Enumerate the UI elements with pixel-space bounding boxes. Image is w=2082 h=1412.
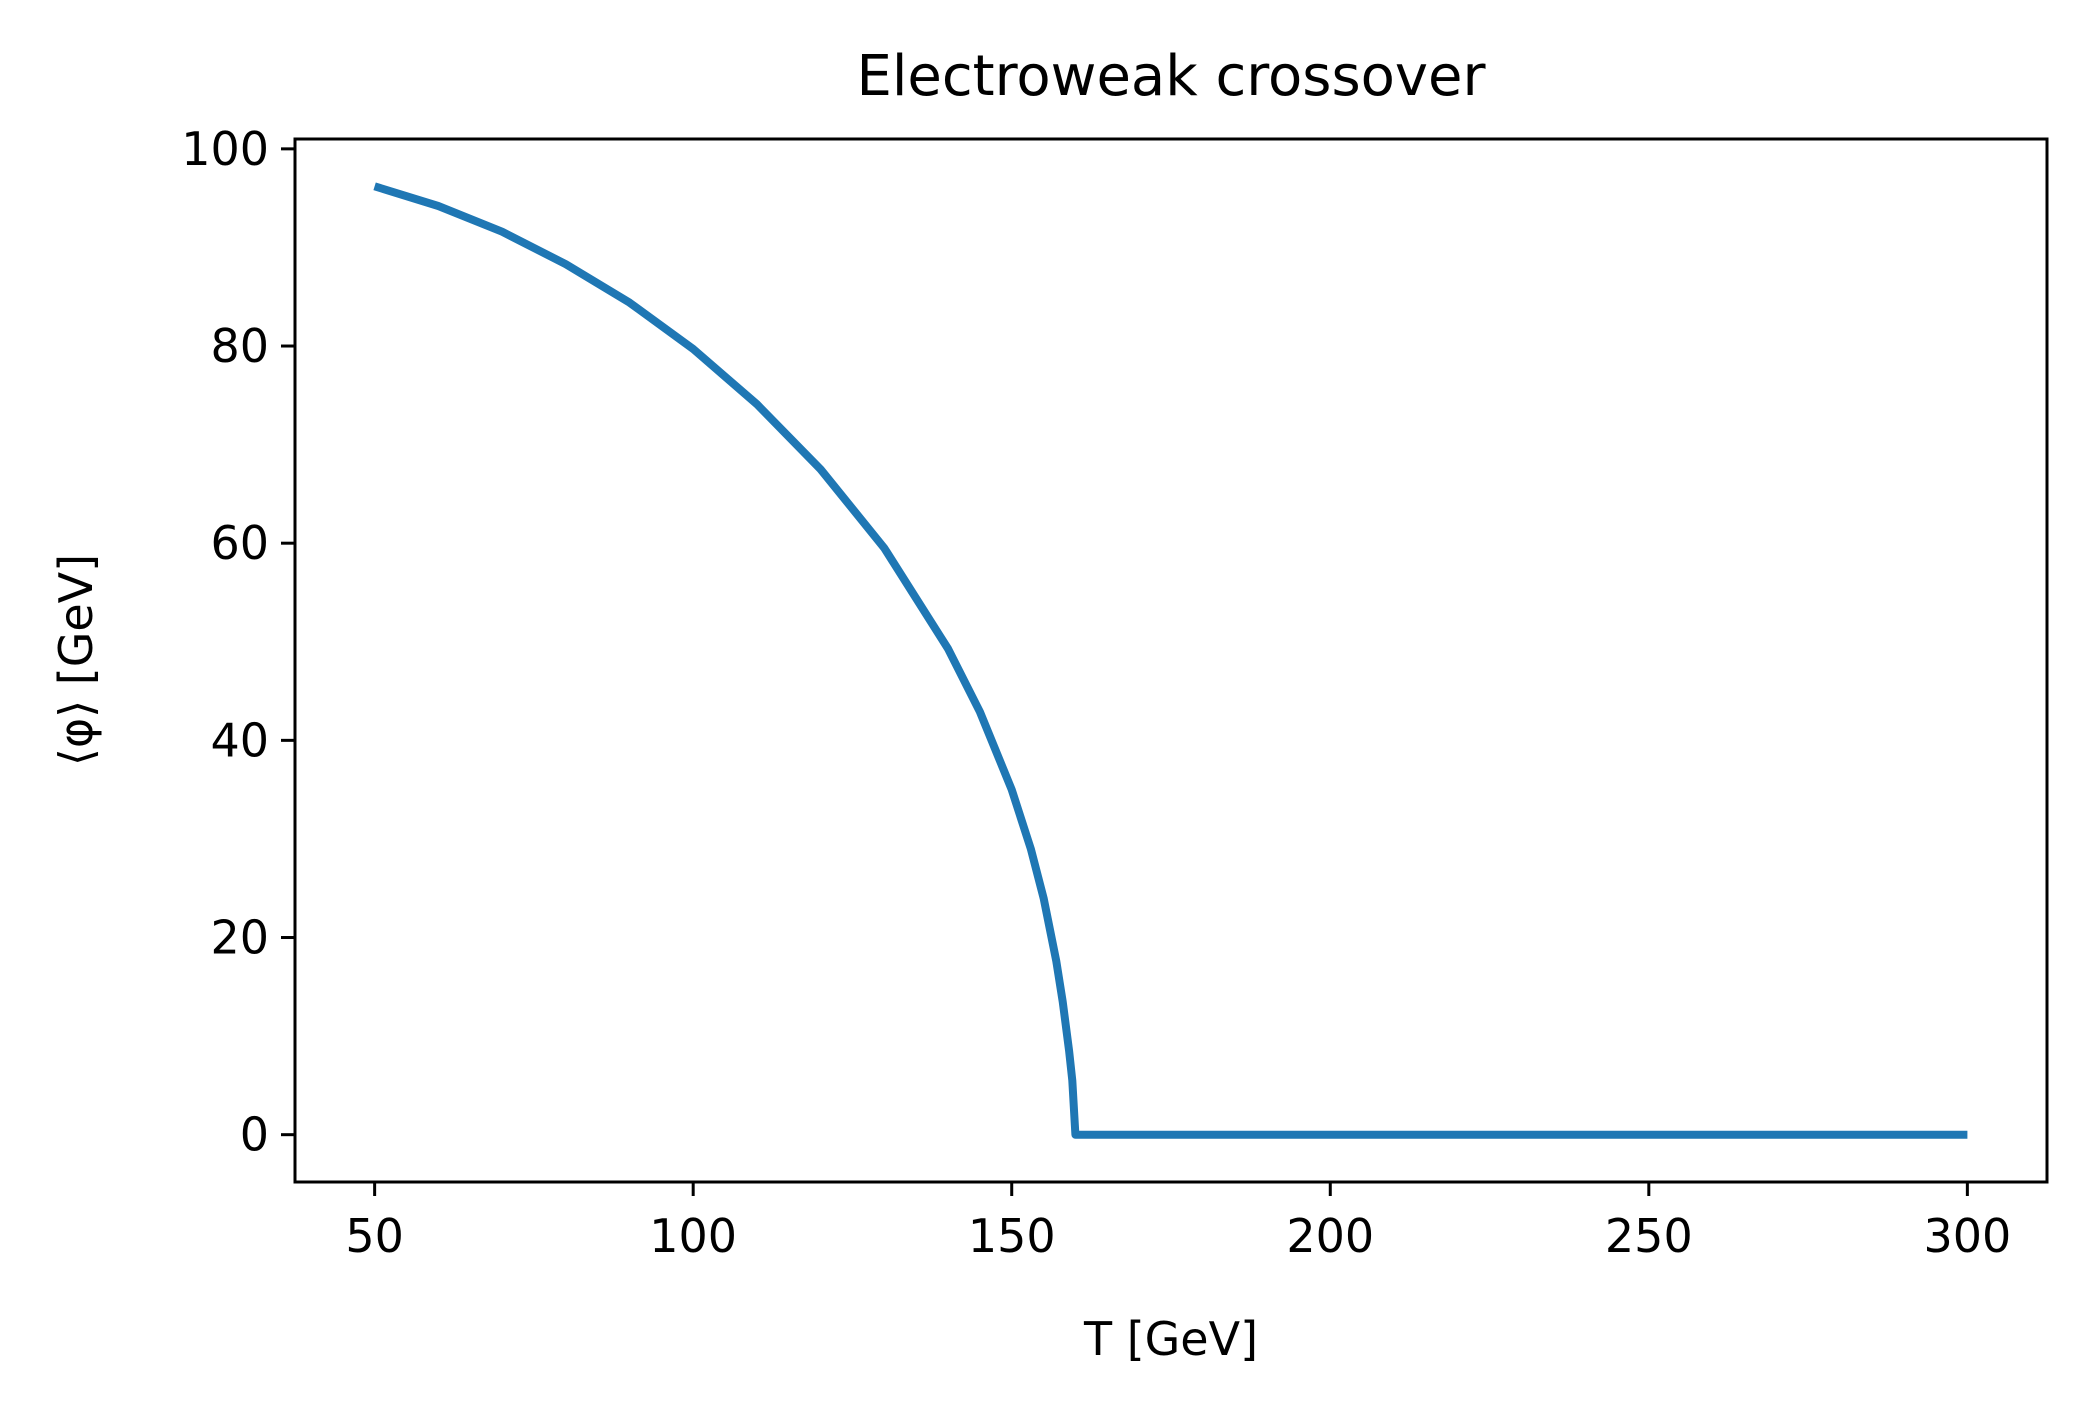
y-tick-label: 20: [210, 911, 269, 965]
x-tick-label: 200: [1286, 1209, 1374, 1263]
x-tick-label: 250: [1605, 1209, 1693, 1263]
y-tick-label: 40: [210, 713, 269, 767]
x-tick-label: 300: [1923, 1209, 2011, 1263]
x-tick-label: 100: [649, 1209, 737, 1263]
y-tick-label: 80: [210, 319, 269, 373]
x-axis-ticks: 50 100 150 200 250 300: [345, 1182, 2011, 1263]
y-axis-label: ⟨φ⟩ [GeV]: [49, 554, 103, 766]
y-tick-label: 100: [181, 122, 269, 176]
plot-frame: [293, 137, 2049, 1184]
x-tick-label: 50: [345, 1209, 404, 1263]
chart-title: Electroweak crossover: [856, 44, 1486, 109]
x-tick-label: 150: [968, 1209, 1056, 1263]
series-line-0: [373, 182, 1968, 1139]
y-tick-label: 60: [210, 516, 269, 570]
x-axis-label: T [GeV]: [1083, 1312, 1258, 1366]
y-tick-label: 0: [240, 1108, 269, 1162]
y-axis-ticks: 0 20 40 60 80 100: [181, 122, 295, 1162]
series-layer: [373, 182, 1968, 1139]
